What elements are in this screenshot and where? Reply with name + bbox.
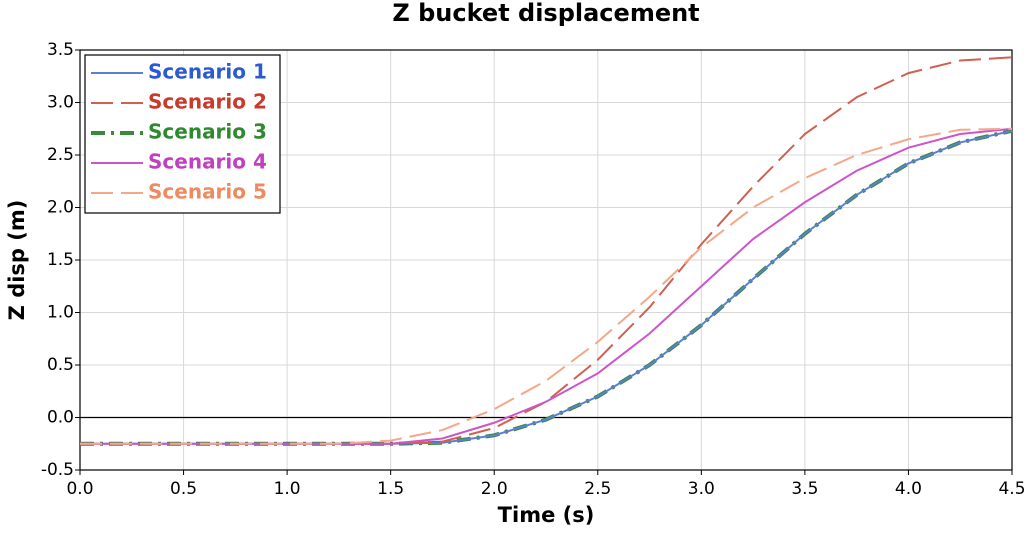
legend-label: Scenario 3 xyxy=(148,120,267,144)
y-tick-label: 1.0 xyxy=(47,303,74,323)
legend-label: Scenario 5 xyxy=(148,180,267,204)
legend-label: Scenario 4 xyxy=(148,150,267,174)
x-axis-label: Time (s) xyxy=(498,503,595,527)
x-tick-label: 0.0 xyxy=(66,479,93,499)
chart-title: Z bucket displacement xyxy=(392,0,699,27)
y-axis-label: Z disp (m) xyxy=(5,200,29,321)
y-tick-label: -0.5 xyxy=(41,460,74,480)
y-tick-label: 0.5 xyxy=(47,355,74,375)
x-tick-label: 1.0 xyxy=(274,479,301,499)
x-tick-label: 4.5 xyxy=(998,479,1025,499)
x-tick-label: 0.5 xyxy=(170,479,197,499)
plot-frame xyxy=(79,49,1013,471)
series-line xyxy=(80,127,1013,445)
y-tick-label: 2.5 xyxy=(47,145,74,165)
legend-box xyxy=(84,54,281,214)
y-tick-label: 3.5 xyxy=(47,40,74,60)
legend-label: Scenario 2 xyxy=(148,90,267,114)
x-tick-label: 3.0 xyxy=(688,479,715,499)
y-tick-label: 3.0 xyxy=(47,93,74,113)
legend-label: Scenario 1 xyxy=(148,60,267,84)
x-tick-label: 2.0 xyxy=(481,479,508,499)
x-tick-label: 1.5 xyxy=(377,479,404,499)
x-tick-label: 4.0 xyxy=(895,479,922,499)
y-tick-label: 0.0 xyxy=(47,408,74,428)
y-tick-label: 1.5 xyxy=(47,250,74,270)
x-tick-label: 3.5 xyxy=(791,479,818,499)
y-tick-label: 2.0 xyxy=(47,198,74,218)
x-tick-label: 2.5 xyxy=(584,479,611,499)
